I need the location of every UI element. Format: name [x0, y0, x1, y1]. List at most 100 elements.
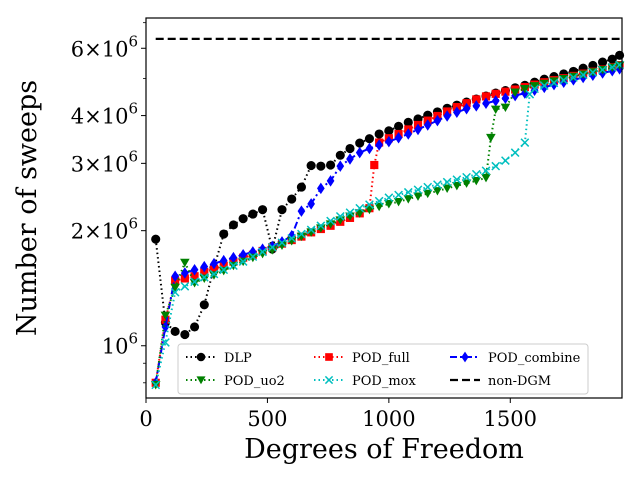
data-point [199, 300, 209, 310]
data-point [355, 138, 365, 148]
data-point [239, 248, 247, 261]
legend-item: DLP [186, 351, 252, 366]
data-point [461, 179, 472, 188]
data-point [598, 65, 607, 75]
x-tick-label: 1500 [484, 407, 537, 431]
x-tick-label: 0 [139, 407, 152, 431]
data-point [442, 177, 452, 187]
data-point [196, 376, 206, 385]
data-point [482, 97, 490, 109]
data-point [433, 180, 442, 189]
series-line [154, 64, 620, 383]
data-point [422, 189, 433, 199]
data-point [219, 229, 229, 239]
data-point [384, 126, 394, 136]
data-point [306, 225, 316, 235]
data-point [452, 181, 462, 191]
legend-label: POD_combine [488, 351, 581, 366]
data-point [462, 172, 471, 182]
data-point [374, 196, 384, 206]
data-point [228, 220, 238, 230]
data-point [229, 251, 238, 264]
data-point [210, 257, 218, 270]
data-point [491, 161, 501, 171]
data-point [345, 143, 355, 154]
data-point [161, 338, 170, 347]
x-tick-label: 1000 [362, 407, 415, 431]
data-point [510, 88, 520, 97]
data-point [190, 264, 199, 276]
data-point [486, 133, 496, 143]
data-point [317, 182, 325, 195]
data-point [180, 281, 190, 291]
data-point [335, 150, 345, 160]
data-point [501, 92, 510, 105]
data-point [394, 131, 403, 144]
data-point [326, 175, 335, 187]
data-point [500, 103, 511, 113]
data-point [355, 203, 365, 213]
data-point [307, 198, 315, 210]
data-point [453, 106, 461, 119]
data-point [461, 351, 469, 363]
data-point [297, 205, 306, 217]
y-axis-label: Number of sweeps [12, 80, 43, 336]
data-point [374, 129, 384, 139]
legend-item: POD_mox [314, 374, 416, 389]
data-point [472, 100, 481, 112]
data-point [520, 138, 530, 147]
series-line [154, 64, 620, 386]
data-point [297, 229, 306, 239]
data-point [442, 184, 452, 193]
data-point [403, 187, 413, 197]
data-point [190, 322, 200, 332]
data-point [481, 166, 491, 176]
data-point [370, 160, 379, 170]
legend-label: POD_uo2 [224, 374, 285, 389]
legend: DLP POD_uo2 POD_full POD_mox POD_combine non-… [177, 343, 589, 395]
data-point [219, 254, 228, 267]
ticks-layer: 0 500 1000 1500 106 2×106 3×106 4×106 6×106 [71, 22, 537, 431]
legend-box [177, 343, 589, 395]
data-point [267, 242, 277, 252]
data-point [238, 257, 248, 266]
data-point [345, 208, 355, 217]
data-point [306, 228, 316, 237]
data-point [277, 241, 287, 250]
data-point [258, 205, 268, 215]
x-tick-label: 500 [247, 407, 287, 431]
data-point [190, 277, 199, 287]
data-point [365, 200, 374, 209]
data-point [384, 193, 394, 203]
data-point [238, 214, 248, 224]
data-point [588, 67, 598, 77]
data-point [325, 353, 333, 361]
data-point [607, 62, 617, 72]
data-point [491, 95, 500, 107]
plot-frame [145, 17, 623, 399]
data-point [598, 57, 608, 67]
data-point [209, 269, 219, 279]
legend-label: DLP [224, 351, 252, 366]
data-point [375, 139, 383, 151]
data-point [549, 78, 559, 88]
data-point [510, 148, 520, 158]
data-point [413, 185, 423, 195]
data-point [248, 253, 258, 263]
data-point [248, 252, 258, 262]
data-point [414, 123, 422, 136]
data-point [170, 287, 180, 297]
data-point [326, 160, 336, 170]
data-point [404, 128, 413, 140]
data-point [326, 216, 335, 226]
series-dlp [151, 50, 625, 340]
data-point [258, 247, 267, 257]
data-point [365, 142, 374, 155]
legend-label: POD_mox [352, 374, 416, 389]
data-point [423, 182, 433, 192]
data-point [569, 73, 578, 82]
series-pod-mox [151, 60, 624, 390]
data-point [257, 249, 268, 259]
data-point [277, 205, 287, 215]
